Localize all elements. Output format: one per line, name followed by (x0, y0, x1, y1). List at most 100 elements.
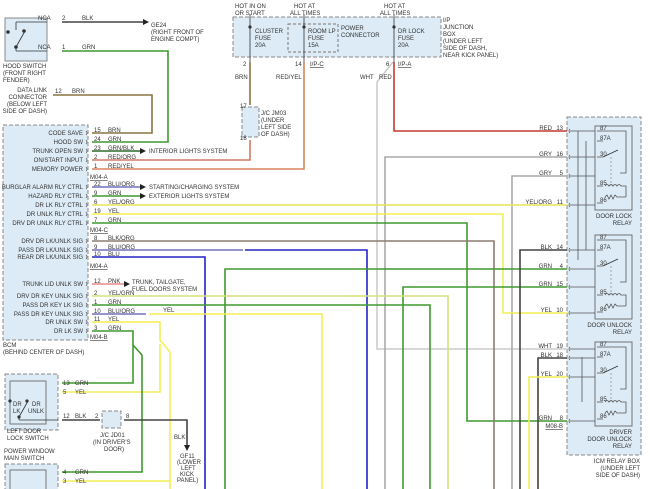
relay-coil-icon (604, 400, 627, 413)
dr-unlk-label: DR (32, 402, 41, 408)
bcm-wire-color: YEL (108, 209, 120, 215)
wire-rear-sig-blu (92, 256, 206, 489)
dr-lock-fuse-label-2: FUSE (398, 36, 414, 42)
bcm-wire-color: RED/YEL (108, 164, 134, 170)
door-lock-switch-contact-icon (8, 399, 58, 421)
relay-box-wire-color: GRY (539, 152, 552, 158)
bcm-pin-number: 24 (94, 137, 101, 143)
jc-jm03-label-2: (UNDER (261, 118, 285, 124)
wire-memory-red-yel (92, 62, 305, 170)
relay-resistor-icon (604, 194, 626, 200)
wire-dr-unlk-sw-yel (92, 321, 171, 489)
jc-jd01-label-3: DOOR) (104, 447, 124, 453)
relay-name-label: DRIVER (609, 430, 632, 436)
bcm-pin-label: HAZARD RLY CTRL (28, 194, 83, 200)
bcm-pin-number: 8 (94, 236, 98, 242)
bcm-wire-color: YEL/GRN (108, 291, 134, 297)
dlc-label: DATA LINK (17, 88, 47, 94)
power-connector-label-2: CONNECTOR (341, 33, 380, 39)
connector-m08-b: M08-B (545, 424, 563, 430)
jc-jd01-label: J/C JD01 (100, 433, 125, 439)
bcm-wire-color: BLU/ORG (108, 182, 135, 188)
wires (53, 19, 567, 489)
door-sw-wire-yel: YEL (75, 390, 87, 396)
bcm-wire-color: GRN (108, 300, 121, 306)
bcm-pin-label: MEMORY POWER (32, 167, 84, 173)
wire-grn15 (402, 286, 567, 489)
bcm-pin-label: DRV DR UNLK RLY CTRL (12, 221, 83, 227)
room-lp-fuse-label: ROOM LP (308, 29, 336, 35)
ip-junction-box-label-2: JUNCTION (443, 25, 473, 31)
wire-on-start-red-org (92, 140, 251, 161)
relay-contact-icon (602, 149, 619, 158)
ground-gf11-label-2: (LOWER (177, 460, 202, 466)
bcm-wire-color: GRN (108, 191, 121, 197)
hood-switch-label-3: FENDER) (3, 78, 30, 84)
bcm-wire-color: GRN (108, 218, 121, 224)
bcm-pin-number: 11 (94, 317, 101, 323)
feed-label-1b: OR START (235, 11, 265, 17)
wire-door-sw-yel (62, 344, 161, 393)
bcm-label: BCM (3, 343, 16, 349)
bcm-wire-color: GRN (108, 137, 121, 143)
wire-wht (376, 61, 567, 350)
power-window-switch-label-2: MAIN SWITCH (4, 456, 44, 462)
wire-pwm-grn (62, 344, 143, 473)
gf11-wire-blk: BLK (174, 435, 185, 441)
connector-pin-icon (85, 130, 88, 136)
connector-pin-icon (568, 128, 571, 134)
icm-relay-box-label: ICM RELAY BOX (594, 459, 640, 465)
relay-box-wire-color: BLK (541, 245, 552, 251)
connector-pin-icon (85, 166, 88, 172)
wire-label-red: RED (379, 75, 392, 81)
bcm-pin-number: 1 (94, 300, 98, 306)
jc-jd01-box (101, 410, 122, 429)
fuse-pin-14: 14 (295, 62, 302, 68)
relay-box-wire-color: YEL (541, 308, 553, 314)
hood-nca-2: NCA (38, 45, 51, 51)
relay-pin-label: 85 (600, 290, 607, 296)
door-sw-pin-13: 13 (63, 381, 70, 387)
wire-blk14 (519, 249, 567, 489)
relay-name-label: DOOR UNLOCK (587, 323, 632, 329)
relay-box-pin-number: 11 (557, 200, 564, 206)
jc-jd01-label-2: (IN DRIVER'S (93, 440, 130, 446)
power-connector-label: POWER (341, 26, 364, 32)
relay-pin-label: 86 (600, 414, 607, 420)
wire-yel20 (528, 376, 567, 489)
power-window-switch-inner (9, 469, 47, 489)
fuel-doors-system: FUEL DOORS SYSTEM (132, 287, 197, 293)
connector-m04-c: M04-C (90, 228, 109, 234)
fuse-pin-2: 2 (243, 62, 247, 68)
ground-gf11-label-3: LEFT (181, 466, 196, 472)
relay-pin-label: 85 (600, 397, 607, 403)
relay-box-pin-number: 20 (556, 372, 563, 378)
relay-box-pin-number: 4 (560, 264, 564, 270)
bcm-pin-label: DR LK RLY CTRL (35, 203, 83, 209)
bcm-pin-number: 2 (94, 291, 98, 297)
connector-pin-icon (85, 193, 88, 199)
relay-box-pin-number: 16 (556, 152, 563, 158)
connector-ip-a: I/P-A (398, 62, 411, 68)
dr-lock-fuse-rating: 20A (398, 43, 409, 49)
relay-coil-icon (604, 184, 627, 197)
connector-pin-icon (85, 247, 88, 253)
relay-box-wire-color: GRN (539, 264, 552, 270)
relay-outline (594, 341, 633, 427)
relay-pin-label: 87A (600, 352, 611, 358)
hood-pin-1: 1 (62, 45, 66, 51)
relay-pin-label: 87A (600, 136, 611, 142)
hood-wire-blk: BLK (82, 16, 93, 22)
relay-box-pin-number: 5 (560, 171, 564, 177)
door-sw-pin-12: 12 (63, 414, 70, 420)
cluster-fuse-rating: 20A (255, 43, 266, 49)
relay-box-wire-color: RED (539, 126, 552, 132)
connector-ip-c: I/P-C (310, 62, 324, 68)
bcm-wire-color: GRN (108, 326, 121, 332)
bcm-wire-color: GRN/BLK (108, 146, 134, 152)
relay-box-wire-color: YEL/ORG (525, 200, 552, 206)
bcm-pin-label: REAR DR LK/UNLK SIG (17, 255, 83, 261)
pwm-wire-yel: YEL (75, 479, 87, 485)
relay-pin-label: 86 (600, 307, 607, 313)
